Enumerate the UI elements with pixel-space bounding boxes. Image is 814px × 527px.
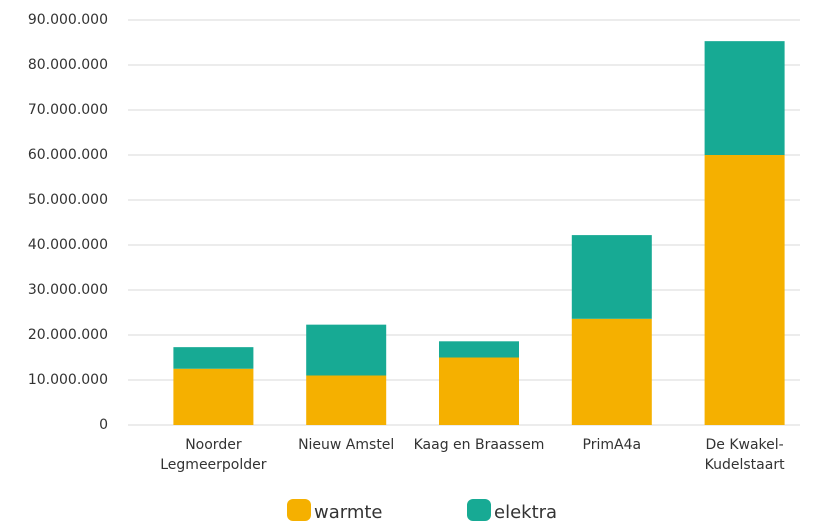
y-tick-label: 90.000.000 [28, 12, 108, 28]
bar-segment [571, 235, 652, 319]
bar-segment [439, 341, 519, 358]
x-tick-label: Nieuw Amstel [298, 437, 395, 453]
y-tick-label: 30.000.000 [28, 282, 108, 298]
x-tick-label: De Kwakel- Kudelstaart [704, 437, 785, 473]
y-tick-label: 60.000.000 [28, 147, 108, 163]
legend-label: warmte [314, 502, 383, 523]
bar-segment [173, 368, 254, 425]
y-tick-label: 70.000.000 [28, 102, 108, 118]
x-tick-label: Noorder Legmeerpolder [160, 437, 267, 473]
legend-swatch [287, 499, 311, 521]
y-tick-label: 0 [99, 417, 108, 433]
bar-segment [704, 41, 785, 155]
bar-segment [306, 375, 387, 425]
y-tick-label: 50.000.000 [28, 192, 108, 208]
legend-label: elektra [494, 502, 557, 523]
x-tick-label: PrimA4a [582, 437, 642, 453]
bar-segment [306, 324, 387, 376]
bar-segment [571, 318, 652, 425]
y-tick-label: 40.000.000 [28, 237, 108, 253]
x-tick-label: Kaag en Braassem [413, 437, 545, 453]
legend-swatch [467, 499, 491, 521]
bar-segment [704, 155, 785, 425]
bar-segment [173, 347, 254, 369]
y-tick-label: 10.000.000 [28, 372, 108, 388]
bar-segment [439, 357, 519, 425]
y-tick-label: 20.000.000 [28, 327, 108, 343]
y-tick-label: 80.000.000 [28, 57, 108, 73]
